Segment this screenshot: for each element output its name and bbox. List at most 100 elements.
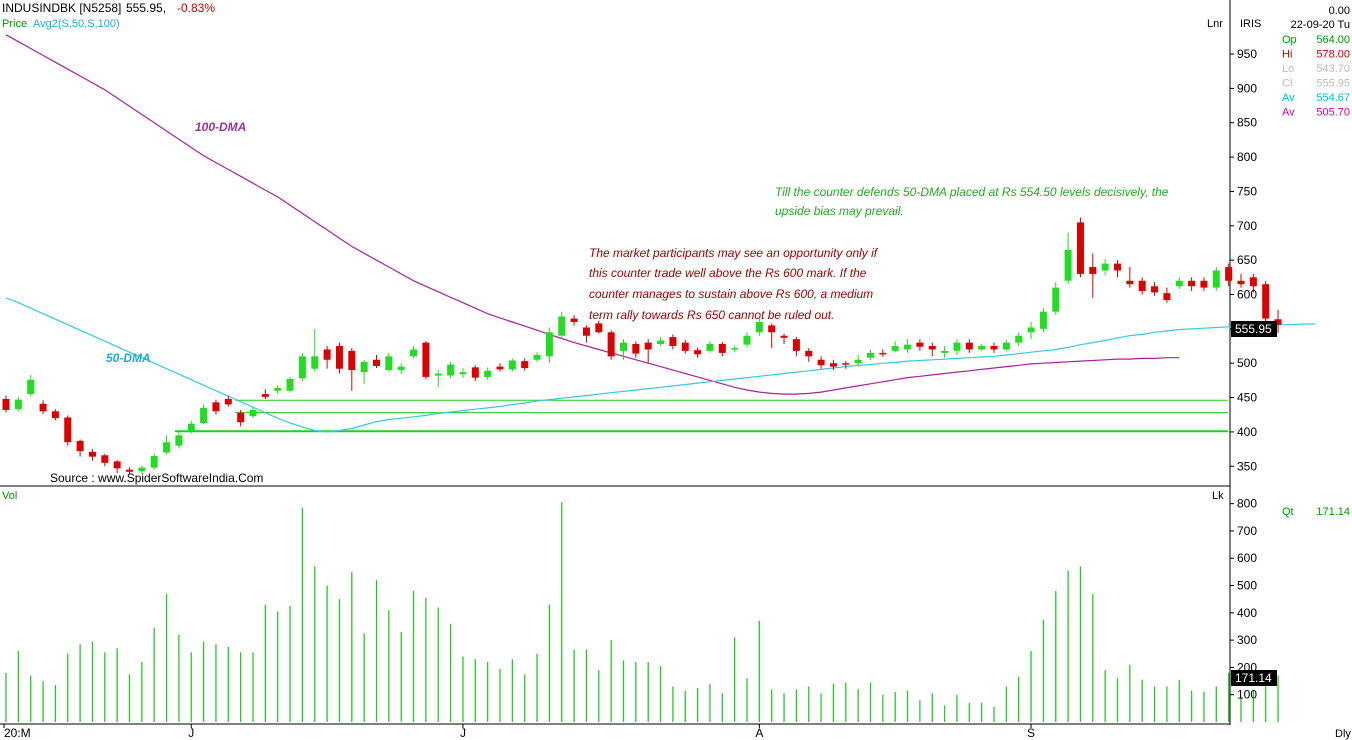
candle-body xyxy=(422,342,430,377)
price-tick-label: 750 xyxy=(1237,184,1257,198)
candle-body xyxy=(64,417,72,443)
note-green-line-1: Till the counter defends 50-DMA placed a… xyxy=(775,185,1169,199)
candle-body xyxy=(829,363,837,367)
candle-body xyxy=(521,361,529,369)
ohlc-label: Cl xyxy=(1282,78,1292,90)
candle-body xyxy=(249,409,257,417)
candle-body xyxy=(1138,280,1146,292)
note-red-line-1: The market participants may see an oppor… xyxy=(589,246,879,260)
price-tick-label: 350 xyxy=(1237,459,1257,473)
price-tick-label: 800 xyxy=(1237,150,1257,164)
candle-body xyxy=(644,342,652,350)
candle-body xyxy=(620,342,627,351)
candle-body xyxy=(76,440,84,452)
candle-body xyxy=(385,356,393,371)
date-label: 22-09-20 Tu xyxy=(1291,19,1350,31)
candle-body xyxy=(632,343,640,354)
volume-scale-mode: Lk xyxy=(1212,490,1224,502)
candle-body xyxy=(471,367,479,378)
note-red-line-3: counter manages to sustain above Rs 600,… xyxy=(589,287,873,301)
candle-body xyxy=(743,335,751,345)
header-last: 555.95, xyxy=(126,1,166,15)
price-tick-label: 950 xyxy=(1237,47,1257,61)
candle-body xyxy=(953,342,961,351)
ohlc-label: Av xyxy=(1282,92,1295,104)
candle-body xyxy=(237,412,245,423)
candle-body xyxy=(867,352,874,358)
candle-body xyxy=(978,346,986,350)
ohlc-label: Lo xyxy=(1282,63,1294,75)
candle-body xyxy=(410,349,418,357)
candle-body xyxy=(657,340,665,344)
candle-body xyxy=(879,352,887,355)
ohlc-panel: Op 564.00 Hi 578.00 Lo 543.70 Cl 555.95 Av 554.67… xyxy=(1282,34,1350,119)
candle-body xyxy=(1114,263,1121,271)
candle-body xyxy=(1015,335,1023,343)
candle-body xyxy=(941,350,949,353)
ohlc-value: 578.00 xyxy=(1316,49,1350,61)
candle-body xyxy=(373,359,380,366)
candle-body xyxy=(113,461,121,469)
volume-tick-label: 700 xyxy=(1237,524,1257,538)
candle-body xyxy=(2,398,10,410)
ma50-line xyxy=(5,297,1316,433)
candle-body xyxy=(311,356,319,369)
ohlc-label: Hi xyxy=(1282,49,1292,61)
note-green-line-2: upside bias may prevail. xyxy=(775,204,904,218)
candle-body xyxy=(904,344,912,350)
candle-body xyxy=(323,349,331,360)
scale-mode: Lnr xyxy=(1207,18,1223,30)
candle-body xyxy=(1274,319,1282,325)
candle-body xyxy=(508,360,516,370)
candle-body xyxy=(1064,249,1072,281)
candle-body xyxy=(694,350,702,355)
candle-body xyxy=(1249,277,1257,287)
candle-body xyxy=(1212,270,1220,288)
volume-tick-label: 500 xyxy=(1237,579,1257,593)
ohlc-value: 505.70 xyxy=(1316,107,1350,119)
candle-body xyxy=(187,423,195,431)
ohlc-value: 555.95 xyxy=(1316,78,1350,90)
price-marker: 555.95 xyxy=(1235,322,1272,336)
period-label: Dly xyxy=(1335,728,1351,740)
candle-body xyxy=(558,316,566,336)
candle-body xyxy=(805,350,813,357)
candle-body xyxy=(286,379,294,391)
volume-bars xyxy=(5,502,1279,722)
price-marker-box xyxy=(1231,321,1277,337)
candle-body xyxy=(582,327,590,336)
time-tick-label: S xyxy=(1027,726,1035,740)
candle-body xyxy=(335,346,343,369)
candle-body xyxy=(669,337,677,347)
qty-label: Qt xyxy=(1282,506,1294,518)
candle-body xyxy=(990,346,998,350)
candle-body xyxy=(817,359,825,366)
candle-body xyxy=(175,435,183,446)
candle-body xyxy=(459,372,467,375)
candle-body xyxy=(1101,263,1109,271)
indicator-prefix: Price xyxy=(2,18,27,30)
price-tick-label: 450 xyxy=(1237,391,1257,405)
ohlc-label: Op xyxy=(1282,34,1297,46)
time-axis: 20:M J J A S xyxy=(3,724,1035,740)
top-value: 0.00 xyxy=(1329,5,1350,17)
candle-body xyxy=(1039,311,1047,329)
price-tick-label: 600 xyxy=(1237,288,1257,302)
candle-body xyxy=(126,469,133,472)
indicator-name: Avg2(S,50,S,100) xyxy=(33,18,120,30)
candle-body xyxy=(842,363,850,365)
candle-body xyxy=(1262,284,1270,319)
ohlc-value: 554.67 xyxy=(1316,92,1350,104)
volume-tick-label: 800 xyxy=(1237,497,1257,511)
candle-body xyxy=(780,335,788,338)
header-change: -0.83% xyxy=(177,1,215,15)
candle-body xyxy=(681,342,689,351)
ohlc-value: 564.00 xyxy=(1316,34,1350,46)
candle-body xyxy=(755,321,763,333)
candle-body xyxy=(360,361,368,373)
ma50-label: 50-DMA xyxy=(106,351,151,365)
feed-name: IRIS xyxy=(1240,18,1261,30)
candle-body xyxy=(533,354,541,360)
candle-body xyxy=(928,346,936,350)
candle-body xyxy=(1225,267,1233,281)
